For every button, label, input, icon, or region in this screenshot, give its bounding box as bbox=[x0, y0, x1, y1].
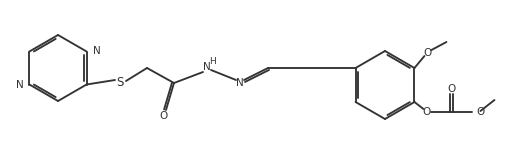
Text: N: N bbox=[203, 62, 211, 72]
Text: S: S bbox=[116, 77, 124, 90]
Text: N: N bbox=[16, 79, 24, 90]
Text: O: O bbox=[160, 111, 168, 121]
Text: O: O bbox=[422, 107, 431, 117]
Text: O: O bbox=[448, 84, 456, 94]
Text: N: N bbox=[236, 78, 244, 88]
Text: O: O bbox=[423, 48, 432, 58]
Text: N: N bbox=[93, 47, 100, 56]
Text: O: O bbox=[476, 107, 485, 117]
Text: H: H bbox=[210, 56, 216, 66]
